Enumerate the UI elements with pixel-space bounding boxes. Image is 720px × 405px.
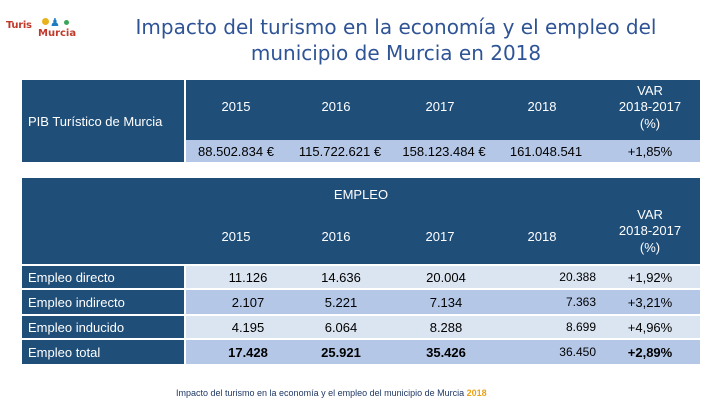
empleo-var-label: VAR xyxy=(637,207,663,222)
footer-caption: Impacto del turismo en la economía y el … xyxy=(176,388,487,398)
empleo-inducido-label: Empleo inducido xyxy=(28,319,125,335)
empleo-total-label: Empleo total xyxy=(28,344,101,360)
empleo-section-title: EMPLEO xyxy=(333,187,389,202)
pib-value-var: +1,85% xyxy=(627,143,673,159)
logo-leaf-icon xyxy=(64,20,69,25)
empleo-total-var: +2,89% xyxy=(627,344,673,360)
empleo-row-label-bg xyxy=(22,266,184,288)
empleo-total-2017: 35.426 xyxy=(426,344,466,360)
pib-header xyxy=(186,80,700,140)
pib-value-2017: 158.123.484 € xyxy=(402,143,486,159)
empleo-row-label-bg xyxy=(22,290,184,314)
empleo-total-2016: 25.921 xyxy=(321,344,361,360)
empleo-directo-var: +1,92% xyxy=(627,269,673,285)
empleo-year-2015: 2015 xyxy=(221,229,251,244)
footer-text: Impacto del turismo en la economía y el … xyxy=(176,388,467,398)
footer-year: 2018 xyxy=(466,388,487,398)
pib-year-2017: 2017 xyxy=(425,99,455,114)
empleo-total-2015: 17.428 xyxy=(228,344,268,360)
empleo-inducido-2016: 6.064 xyxy=(324,319,358,335)
logo-figure-icon: ♟ xyxy=(50,17,60,29)
page-title: Impacto del turismo en la economía y el … xyxy=(135,15,657,65)
logo-text-2: Murcia xyxy=(38,28,77,39)
empleo-indirecto-2015: 2.107 xyxy=(231,294,265,310)
pib-year-2015: 2015 xyxy=(221,99,251,114)
empleo-inducido-2017: 8.288 xyxy=(429,319,463,335)
logo-text: Turis xyxy=(6,20,32,31)
empleo-header xyxy=(22,178,700,264)
empleo-row-label-bg xyxy=(22,316,184,338)
empleo-indirecto-2017: 7.134 xyxy=(429,294,463,310)
pib-value-2016: 115.722.621 € xyxy=(298,143,382,159)
empleo-indirecto-2018: 7.363 xyxy=(565,295,596,309)
empleo-year-2018: 2018 xyxy=(527,229,557,244)
empleo-indirecto-label: Empleo indirecto xyxy=(28,294,125,310)
empleo-directo-2015: 11.126 xyxy=(228,269,268,285)
table-row xyxy=(186,316,700,338)
empleo-inducido-2018: 8.699 xyxy=(565,320,596,334)
empleo-directo-label: Empleo directo xyxy=(28,269,115,285)
empleo-inducido-2015: 4.195 xyxy=(231,319,265,335)
pib-value-2018: 161.048.541 xyxy=(509,143,583,159)
pib-var-label: VAR xyxy=(637,83,663,98)
empleo-row-label-bg xyxy=(22,340,184,364)
table-row xyxy=(186,340,700,364)
turismo-murcia-logo: Turis Murcia ♟ xyxy=(6,16,78,40)
empleo-indirecto-2016: 5.221 xyxy=(324,294,358,310)
pib-year-2016: 2016 xyxy=(321,99,351,114)
pib-row-label: PIB Turístico de Murcia xyxy=(28,113,163,129)
empleo-total-2018: 36.450 xyxy=(559,345,596,359)
empleo-var-col: 2018-2017 (%) xyxy=(618,223,682,255)
empleo-year-2017: 2017 xyxy=(425,229,455,244)
table-row xyxy=(186,290,700,314)
empleo-year-2016: 2016 xyxy=(321,229,351,244)
pib-var-col: 2018-2017 (%) xyxy=(618,99,682,131)
empleo-directo-2017: 20.004 xyxy=(426,269,466,285)
empleo-directo-2016: 14.636 xyxy=(321,269,361,285)
empleo-directo-2018: 20.388 xyxy=(559,270,596,284)
empleo-inducido-var: +4,96% xyxy=(627,319,673,335)
pib-values-row xyxy=(186,140,700,162)
pib-value-2015: 88.502.834 € xyxy=(198,143,274,159)
logo-sun-icon xyxy=(42,18,49,25)
pib-year-2018: 2018 xyxy=(527,99,557,114)
pib-label-block xyxy=(22,80,184,162)
table-row xyxy=(186,266,700,288)
empleo-indirecto-var: +3,21% xyxy=(627,294,673,310)
